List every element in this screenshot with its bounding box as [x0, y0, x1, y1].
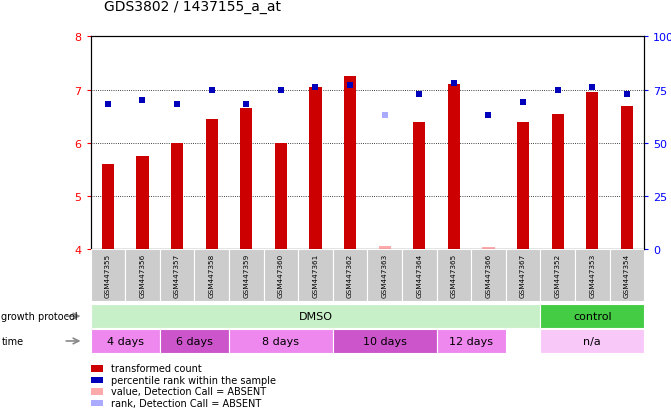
Bar [333, 250, 368, 301]
Bar [540, 304, 644, 328]
Bar [205, 120, 217, 250]
Text: GSM447355: GSM447355 [105, 254, 111, 298]
Text: DMSO: DMSO [299, 311, 332, 321]
Text: GSM447367: GSM447367 [520, 254, 526, 298]
Bar [125, 250, 160, 301]
Text: GSM447359: GSM447359 [244, 254, 250, 298]
Text: time: time [1, 336, 23, 346]
Bar [344, 77, 356, 250]
Text: GSM447364: GSM447364 [416, 254, 422, 298]
Text: GSM447356: GSM447356 [140, 254, 146, 298]
Bar [333, 329, 437, 353]
Text: GDS3802 / 1437155_a_at: GDS3802 / 1437155_a_at [104, 0, 281, 14]
Bar [586, 93, 599, 250]
Text: GSM447357: GSM447357 [174, 254, 180, 298]
Bar [402, 250, 437, 301]
Text: control: control [573, 311, 611, 321]
Bar [136, 157, 148, 250]
Bar [160, 250, 195, 301]
Text: 8 days: 8 days [262, 336, 299, 346]
Bar [229, 329, 333, 353]
Bar [540, 329, 644, 353]
Bar [437, 250, 471, 301]
Text: 10 days: 10 days [363, 336, 407, 346]
Bar [91, 250, 125, 301]
Text: GSM447361: GSM447361 [313, 254, 319, 298]
Bar [240, 109, 252, 250]
Text: GSM447362: GSM447362 [347, 254, 353, 298]
Bar [160, 329, 229, 353]
Text: 12 days: 12 days [449, 336, 493, 346]
Bar [482, 247, 495, 250]
Bar [471, 250, 506, 301]
Text: rank, Detection Call = ABSENT: rank, Detection Call = ABSENT [111, 398, 261, 408]
Text: transformed count: transformed count [111, 363, 201, 373]
Text: GSM447366: GSM447366 [485, 254, 491, 298]
Bar [437, 329, 506, 353]
Bar [540, 250, 575, 301]
Bar [264, 250, 298, 301]
Bar [195, 250, 229, 301]
Bar [367, 250, 402, 301]
Bar [298, 250, 333, 301]
Bar [506, 250, 540, 301]
Text: GSM447365: GSM447365 [451, 254, 457, 298]
Bar [621, 106, 633, 250]
Text: GSM447360: GSM447360 [278, 254, 284, 298]
Bar [229, 250, 264, 301]
Text: GSM447363: GSM447363 [382, 254, 388, 298]
Bar [102, 165, 114, 250]
Text: value, Detection Call = ABSENT: value, Detection Call = ABSENT [111, 387, 266, 396]
Text: GSM447354: GSM447354 [624, 254, 630, 298]
Text: 6 days: 6 days [176, 336, 213, 346]
Bar [171, 144, 183, 250]
Bar [575, 250, 609, 301]
Text: GSM447358: GSM447358 [209, 254, 215, 298]
Text: growth protocol: growth protocol [1, 311, 78, 321]
Bar [91, 329, 160, 353]
Bar [517, 122, 529, 250]
Bar [448, 85, 460, 250]
Bar [378, 246, 391, 250]
Bar [309, 88, 321, 250]
Text: 4 days: 4 days [107, 336, 144, 346]
Text: n/a: n/a [583, 336, 601, 346]
Bar [552, 114, 564, 250]
Bar [91, 304, 540, 328]
Text: GSM447353: GSM447353 [589, 254, 595, 298]
Bar [275, 144, 287, 250]
Text: percentile rank within the sample: percentile rank within the sample [111, 375, 276, 385]
Bar [609, 250, 644, 301]
Text: GSM447352: GSM447352 [555, 254, 561, 298]
Bar [413, 122, 425, 250]
